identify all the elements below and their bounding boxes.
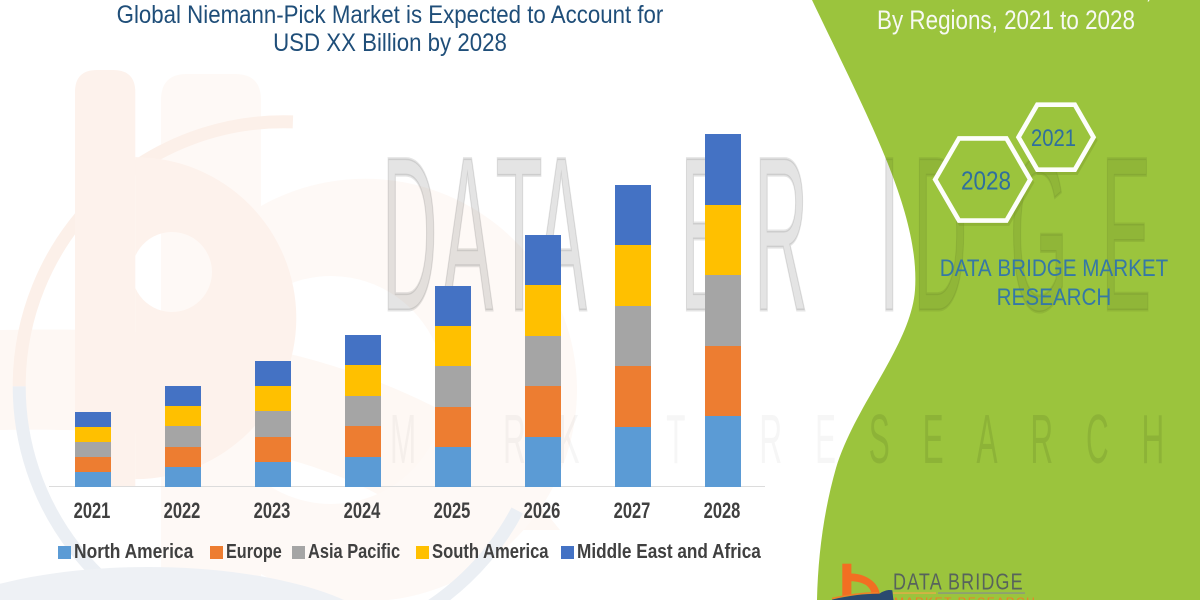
svg-text:DATA BRIDGE: DATA BRIDGE [893,569,1024,595]
svg-text:2028: 2028 [961,165,1011,195]
svg-text:2021: 2021 [1031,125,1076,152]
svg-text:MARKET RESEARCH: MARKET RESEARCH [894,595,1036,600]
svg-text:MARKET RESEARCH: MARKET RESEARCH [390,400,1197,479]
